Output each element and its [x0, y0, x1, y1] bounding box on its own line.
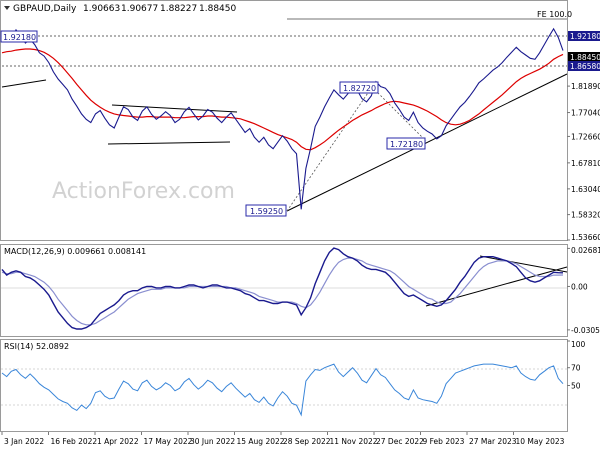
price-axis-tick-label: 1.67810 — [571, 159, 600, 168]
annotation-mid-high: 1.82720 — [339, 81, 379, 94]
support-price-label: 1.86580 — [570, 62, 600, 71]
date-axis-tick-label: 16 Feb 2022 — [51, 437, 98, 446]
price-axis-tick-label: 1.58320 — [571, 211, 600, 220]
price-axis-tick-label: 1.81890 — [571, 82, 600, 91]
annotation-text: 1.59250 — [250, 207, 283, 216]
price-axis-tick-label: 1.77040 — [571, 109, 600, 118]
ohlc-close: 1.88450 — [199, 4, 236, 14]
date-axis-tick-label: 9 Feb 2023 — [423, 437, 465, 446]
macd-axis-tick-label: 0.00 — [571, 282, 588, 291]
macd-axis-tick-label: -0.030592 — [571, 326, 600, 335]
macd-panel-title: MACD(12,26,9) 0.009661 0.008141 — [4, 247, 146, 256]
rsi-panel-frame — [0, 339, 568, 432]
channel-upper-line — [111, 104, 238, 113]
trend-line-dashed-2 — [371, 86, 427, 142]
trend-line-major — [286, 73, 568, 212]
rsi-axis-tick-label: 50 — [571, 382, 581, 391]
macd-axis-tick-label: 0.026811 — [571, 246, 600, 255]
ohlc-low: 1.88227 — [160, 4, 197, 14]
price-header: GBPAUD,Daily 1.90663 1.90677 1.88227 1.8… — [4, 4, 236, 14]
price-axis-tick-label: 1.53660 — [571, 233, 600, 242]
rsi-line — [1, 363, 564, 417]
macd-triangle-upper — [479, 255, 568, 273]
date-axis: 3 Jan 2022 16 Feb 2022 1 Apr 2022 17 May 20… — [1, 432, 565, 446]
macd-line — [1, 247, 564, 330]
macd-triangle-lower — [425, 266, 568, 307]
rsi-axis: 100 70 50 — [567, 340, 586, 391]
price-moving-average-line — [1, 48, 564, 151]
trend-line-dashed — [286, 86, 373, 212]
fe-100-label: FE 100.0 — [537, 10, 572, 19]
channel-lower-line — [107, 141, 231, 145]
annotation-text: 1.92180 — [3, 33, 36, 42]
date-axis-tick-label: 27 Mar 2023 — [469, 437, 517, 446]
price-series-line — [1, 27, 564, 210]
rsi-axis-tick-label: 100 — [571, 340, 586, 349]
date-axis-tick-label: 1 Apr 2022 — [97, 437, 139, 446]
watermark: ActionForex.com — [52, 179, 235, 204]
resistance-price-label: 1.92180 — [570, 32, 600, 41]
date-axis-tick-label: 28 Sep 2022 — [283, 437, 331, 446]
price-axis-tick-label: 1.72660 — [571, 132, 600, 141]
date-axis-tick-label: 27 Dec 2022 — [376, 437, 424, 446]
date-axis-tick-label: 10 May 2023 — [516, 437, 565, 446]
rsi-axis-tick-label: 70 — [571, 364, 581, 373]
date-axis-tick-label: 15 Aug 2022 — [237, 437, 285, 446]
date-axis-tick-label: 11 Nov 2022 — [330, 437, 378, 446]
ohlc-open: 1.90663 — [83, 4, 120, 14]
ohlc-high: 1.90677 — [121, 4, 158, 14]
price-axis-highlight-labels: 1.92180 1.88450 1.86580 — [568, 31, 600, 71]
collapse-arrow-icon[interactable] — [4, 6, 10, 10]
annotation-high-start: 1.92180 — [0, 30, 38, 43]
annotation-text: 1.72180 — [390, 140, 423, 149]
left-trend-line — [1, 79, 47, 88]
date-axis-tick-label: 30 Jun 2022 — [190, 437, 235, 446]
macd-panel-frame — [0, 244, 568, 337]
price-panel-title: GBPAUD,Daily — [13, 4, 77, 14]
annotation-mid-low: 1.72180 — [386, 137, 426, 150]
annotation-text: 1.82720 — [343, 84, 376, 93]
close-price-label: 1.88450 — [570, 53, 600, 62]
date-axis-tick-label: 3 Jan 2022 — [4, 437, 44, 446]
price-axis-tick-label: 1.63040 — [571, 185, 600, 194]
date-axis-tick-label: 17 May 2022 — [144, 437, 193, 446]
price-axis: 1.81890 1.77040 1.72660 1.67810 1.63040 1.583… — [567, 82, 600, 242]
macd-axis: 0.026811 0.00 -0.030592 — [567, 246, 600, 335]
price-panel-frame — [0, 0, 568, 241]
rsi-panel-title: RSI(14) 52.0892 — [4, 342, 69, 351]
annotation-low: 1.59250 — [245, 204, 287, 217]
